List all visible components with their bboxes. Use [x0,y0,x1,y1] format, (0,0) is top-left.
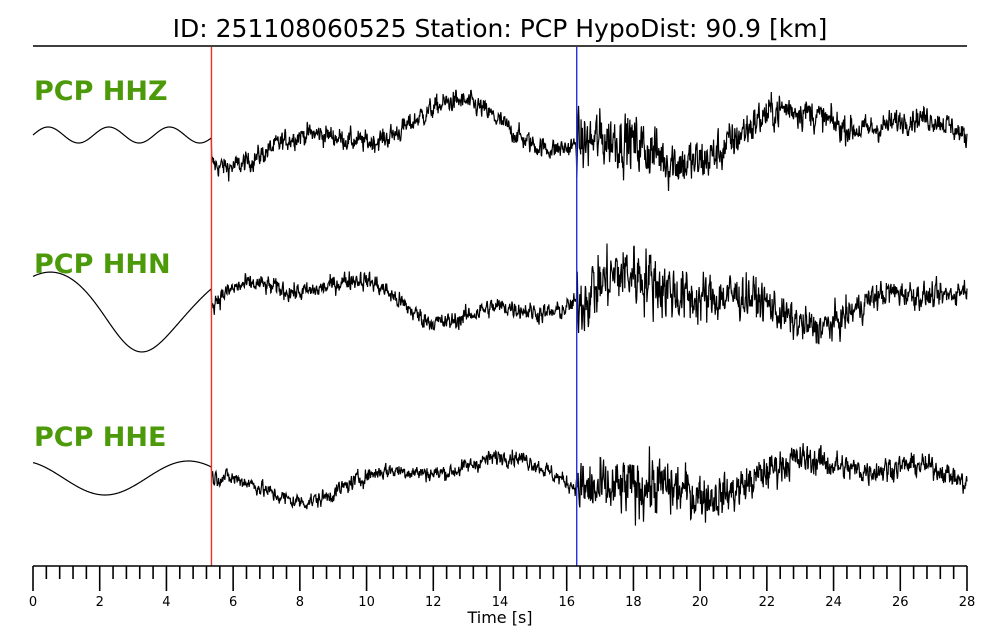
x-tick-label: 0 [29,595,37,610]
x-tick-label: 10 [358,595,375,610]
trace-label: PCP HHZ [34,76,168,107]
trace-label: PCP HHE [34,422,166,453]
x-tick-label: 28 [959,595,976,610]
phase-picks [210,47,578,566]
x-tick-label: 8 [296,595,304,610]
x-axis-label: Time [s] [466,608,532,627]
x-tick-label: 16 [558,595,575,610]
x-tick-label: 4 [162,595,170,610]
trace-line [32,89,968,191]
trace-label: PCP HHN [34,249,171,280]
x-tick-label: 18 [625,595,642,610]
trace-group [32,89,968,526]
figure-title: ID: 251108060525 Station: PCP HypoDist: … [173,14,828,43]
x-tick-label: 12 [425,595,442,610]
time-axis: 0 2 4 6 8 10 12 14 16 18 20 22 24 26 28 [29,565,976,610]
x-tick-label: 26 [892,595,909,610]
x-tick-label: 20 [692,595,709,610]
x-tick-label: 2 [96,595,104,610]
trace-line [32,243,968,353]
x-tick-label: 24 [825,595,842,610]
trace-labels: PCP HHZ PCP HHN PCP HHE [34,76,171,453]
x-tick-label: 22 [759,595,776,610]
x-tick-label: 14 [492,595,509,610]
x-tick-label: 6 [229,595,237,610]
trace-line [32,443,968,526]
